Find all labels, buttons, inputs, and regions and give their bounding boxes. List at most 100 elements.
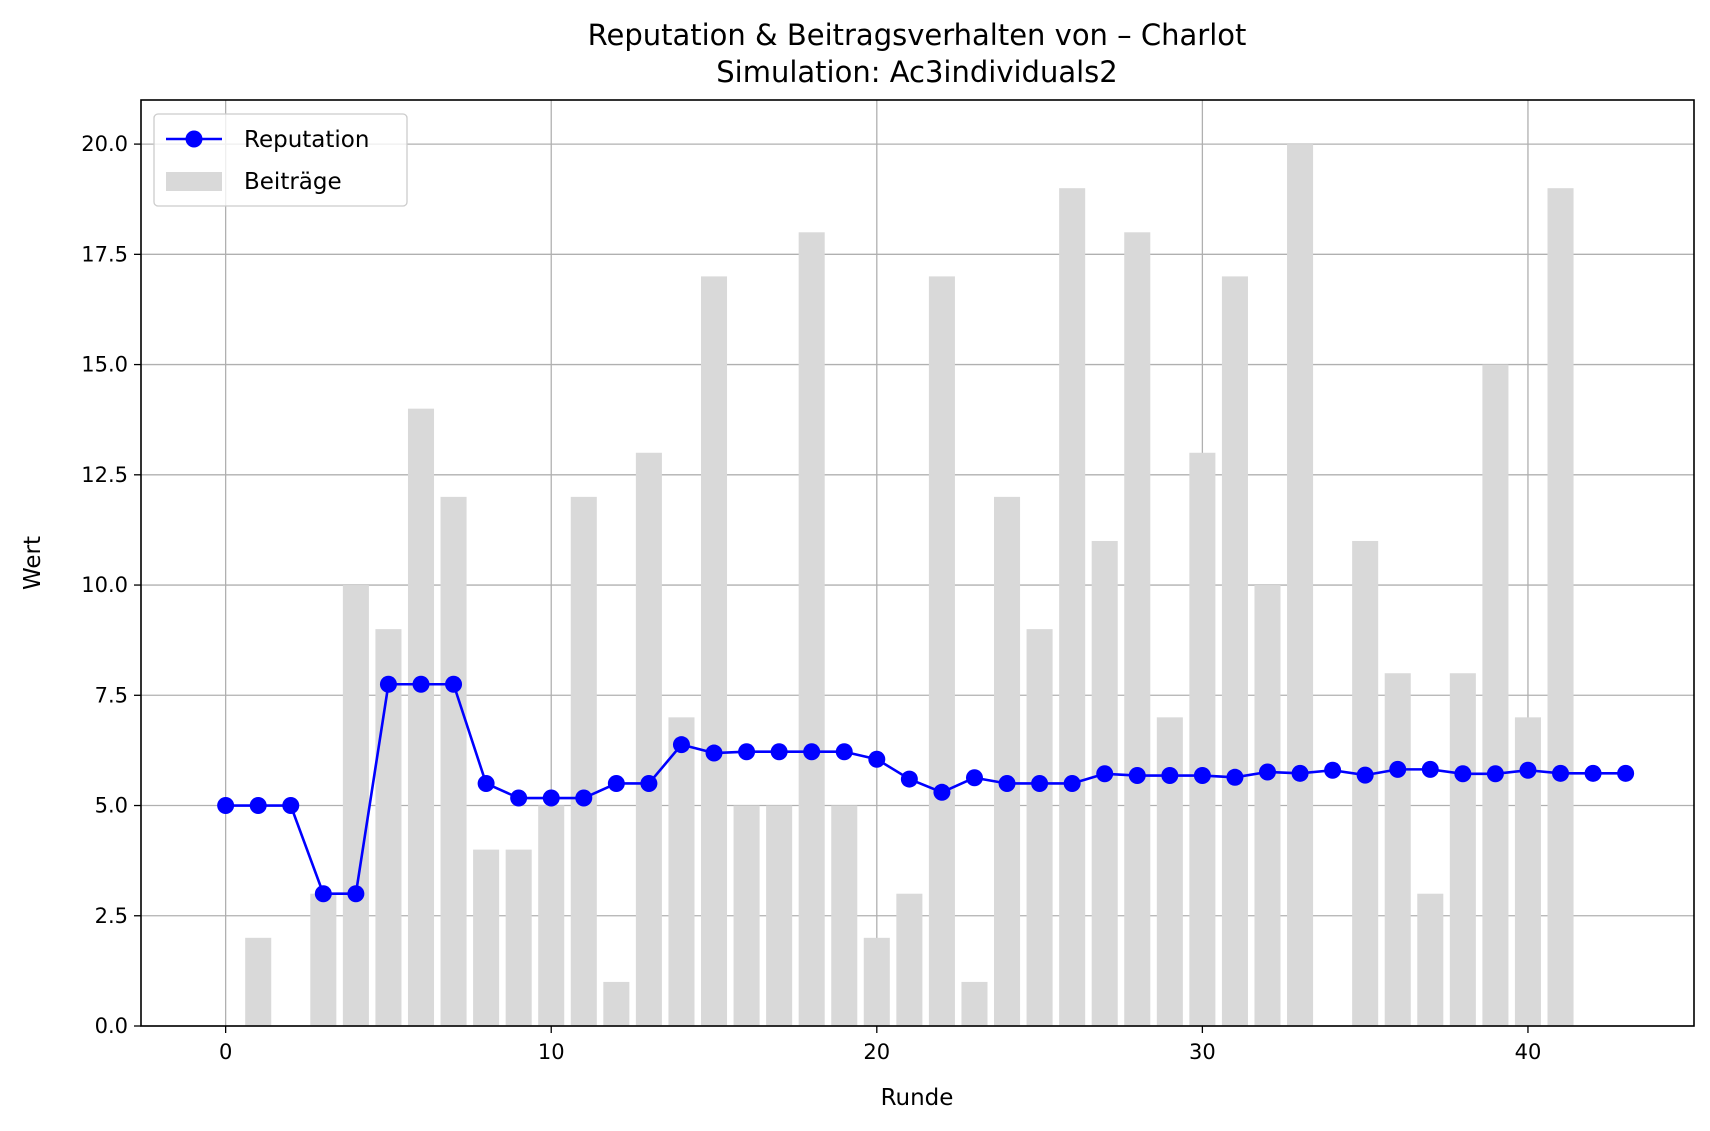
legend-reputation-label: Reputation	[244, 127, 369, 153]
reputation-point-10	[542, 789, 560, 807]
reputation-point-26	[1063, 774, 1081, 792]
bar-15	[700, 276, 728, 1026]
bar-7	[440, 496, 467, 1026]
line-series-reputation	[217, 675, 1635, 903]
bar-26	[1059, 188, 1086, 1026]
reputation-point-21	[900, 770, 918, 788]
bar-38	[1449, 673, 1476, 1026]
legend-beitraege-label: Beiträge	[244, 169, 342, 195]
y-tick-label-8: 20.0	[81, 132, 128, 156]
reputation-point-3	[314, 885, 332, 903]
y-axis-label: Wert	[20, 536, 46, 590]
bar-41	[1547, 188, 1574, 1026]
axes: 0 10 20 30 40 0.0 2.5 5.0 7.5 10.0 12.5 15.0 17.5 20.…	[81, 132, 1541, 1064]
y-tick-label-2: 5.0	[95, 794, 128, 818]
reputation-point-30	[1193, 767, 1211, 785]
reputation-point-38	[1454, 765, 1472, 783]
y-tick-label-1: 2.5	[95, 904, 128, 928]
bar-series-beitraege	[245, 144, 1574, 1027]
reputation-point-14	[672, 736, 690, 754]
reputation-point-34	[1324, 761, 1342, 779]
reputation-point-20	[868, 750, 886, 768]
reputation-point-13	[640, 774, 658, 792]
bar-19	[831, 805, 858, 1026]
reputation-point-7	[445, 675, 463, 693]
x-axis-label: Runde	[881, 1085, 954, 1111]
reputation-point-5	[379, 675, 397, 693]
legend-reputation-marker	[185, 130, 203, 148]
y-tick-label-3: 7.5	[95, 683, 128, 707]
bar-18	[798, 232, 825, 1027]
bar-1	[245, 937, 272, 1026]
bar-14	[668, 717, 695, 1026]
reputation-point-19	[835, 743, 853, 761]
reputation-point-22	[933, 783, 951, 801]
bar-28	[1124, 232, 1151, 1027]
reputation-point-18	[803, 743, 821, 761]
reputation-point-9	[510, 789, 528, 807]
reputation-point-2	[282, 797, 300, 815]
bar-8	[473, 849, 500, 1026]
bar-6	[407, 408, 435, 1027]
bar-3	[310, 893, 337, 1026]
reputation-point-40	[1519, 761, 1537, 779]
y-tick-label-6: 15.0	[81, 353, 128, 377]
bar-5	[375, 629, 402, 1026]
bar-30	[1189, 452, 1216, 1026]
reputation-point-25	[1031, 774, 1049, 792]
reputation-point-1	[249, 797, 267, 815]
bar-31	[1221, 276, 1248, 1026]
bar-25	[1026, 629, 1053, 1026]
y-tick-label-7: 17.5	[81, 242, 128, 266]
x-tick-label-30: 30	[1189, 1040, 1216, 1064]
x-tick-label-0: 0	[219, 1040, 232, 1064]
reputation-point-31	[1226, 768, 1244, 786]
legend-beitraege-swatch	[166, 172, 222, 191]
reputation-point-8	[477, 774, 495, 792]
bar-12	[603, 981, 630, 1026]
bar-24	[994, 496, 1021, 1026]
x-tick-label-20: 20	[863, 1040, 890, 1064]
reputation-point-42	[1584, 764, 1602, 782]
bar-36	[1384, 673, 1411, 1026]
reputation-point-15	[705, 744, 723, 762]
reputation-point-43	[1617, 764, 1635, 782]
plot-frame	[140, 99, 1695, 1027]
reputation-point-0	[217, 797, 235, 815]
reputation-point-6	[412, 675, 430, 693]
bar-32	[1254, 585, 1281, 1026]
reputation-point-24	[998, 774, 1016, 792]
reputation-point-23	[965, 769, 983, 787]
reputation-point-12	[607, 774, 625, 792]
reputation-point-16	[738, 743, 756, 761]
reputation-point-37	[1421, 760, 1439, 778]
reputation-point-11	[575, 789, 593, 807]
chart-title: Reputation & Beitragsverhalten von – Cha…	[588, 18, 1247, 52]
chart-subtitle: Simulation: Ac3individuals2	[716, 55, 1117, 89]
bar-17	[766, 805, 793, 1026]
reputation-point-33	[1291, 764, 1309, 782]
x-tick-label-40: 40	[1515, 1040, 1542, 1064]
bar-37	[1417, 893, 1444, 1026]
bar-23	[961, 981, 988, 1026]
bar-4	[342, 585, 369, 1026]
reputation-point-41	[1552, 764, 1570, 782]
bar-13	[635, 452, 662, 1026]
bar-29	[1156, 717, 1183, 1026]
legend: Reputation Beiträge	[153, 113, 408, 207]
reputation-point-36	[1389, 760, 1407, 778]
bar-33	[1287, 144, 1314, 1027]
reputation-point-4	[347, 885, 365, 903]
bar-9	[505, 849, 532, 1026]
reputation-point-17	[770, 743, 788, 761]
y-tick-label-5: 12.5	[81, 463, 128, 487]
reputation-point-39	[1486, 765, 1504, 783]
y-tick-label-0: 0.0	[95, 1014, 128, 1038]
x-tick-label-10: 10	[538, 1040, 565, 1064]
y-tick-label-4: 10.0	[81, 573, 128, 597]
reputation-point-28	[1128, 767, 1146, 785]
bar-10	[538, 805, 565, 1026]
reputation-point-29	[1161, 767, 1179, 785]
bar-39	[1482, 364, 1509, 1027]
